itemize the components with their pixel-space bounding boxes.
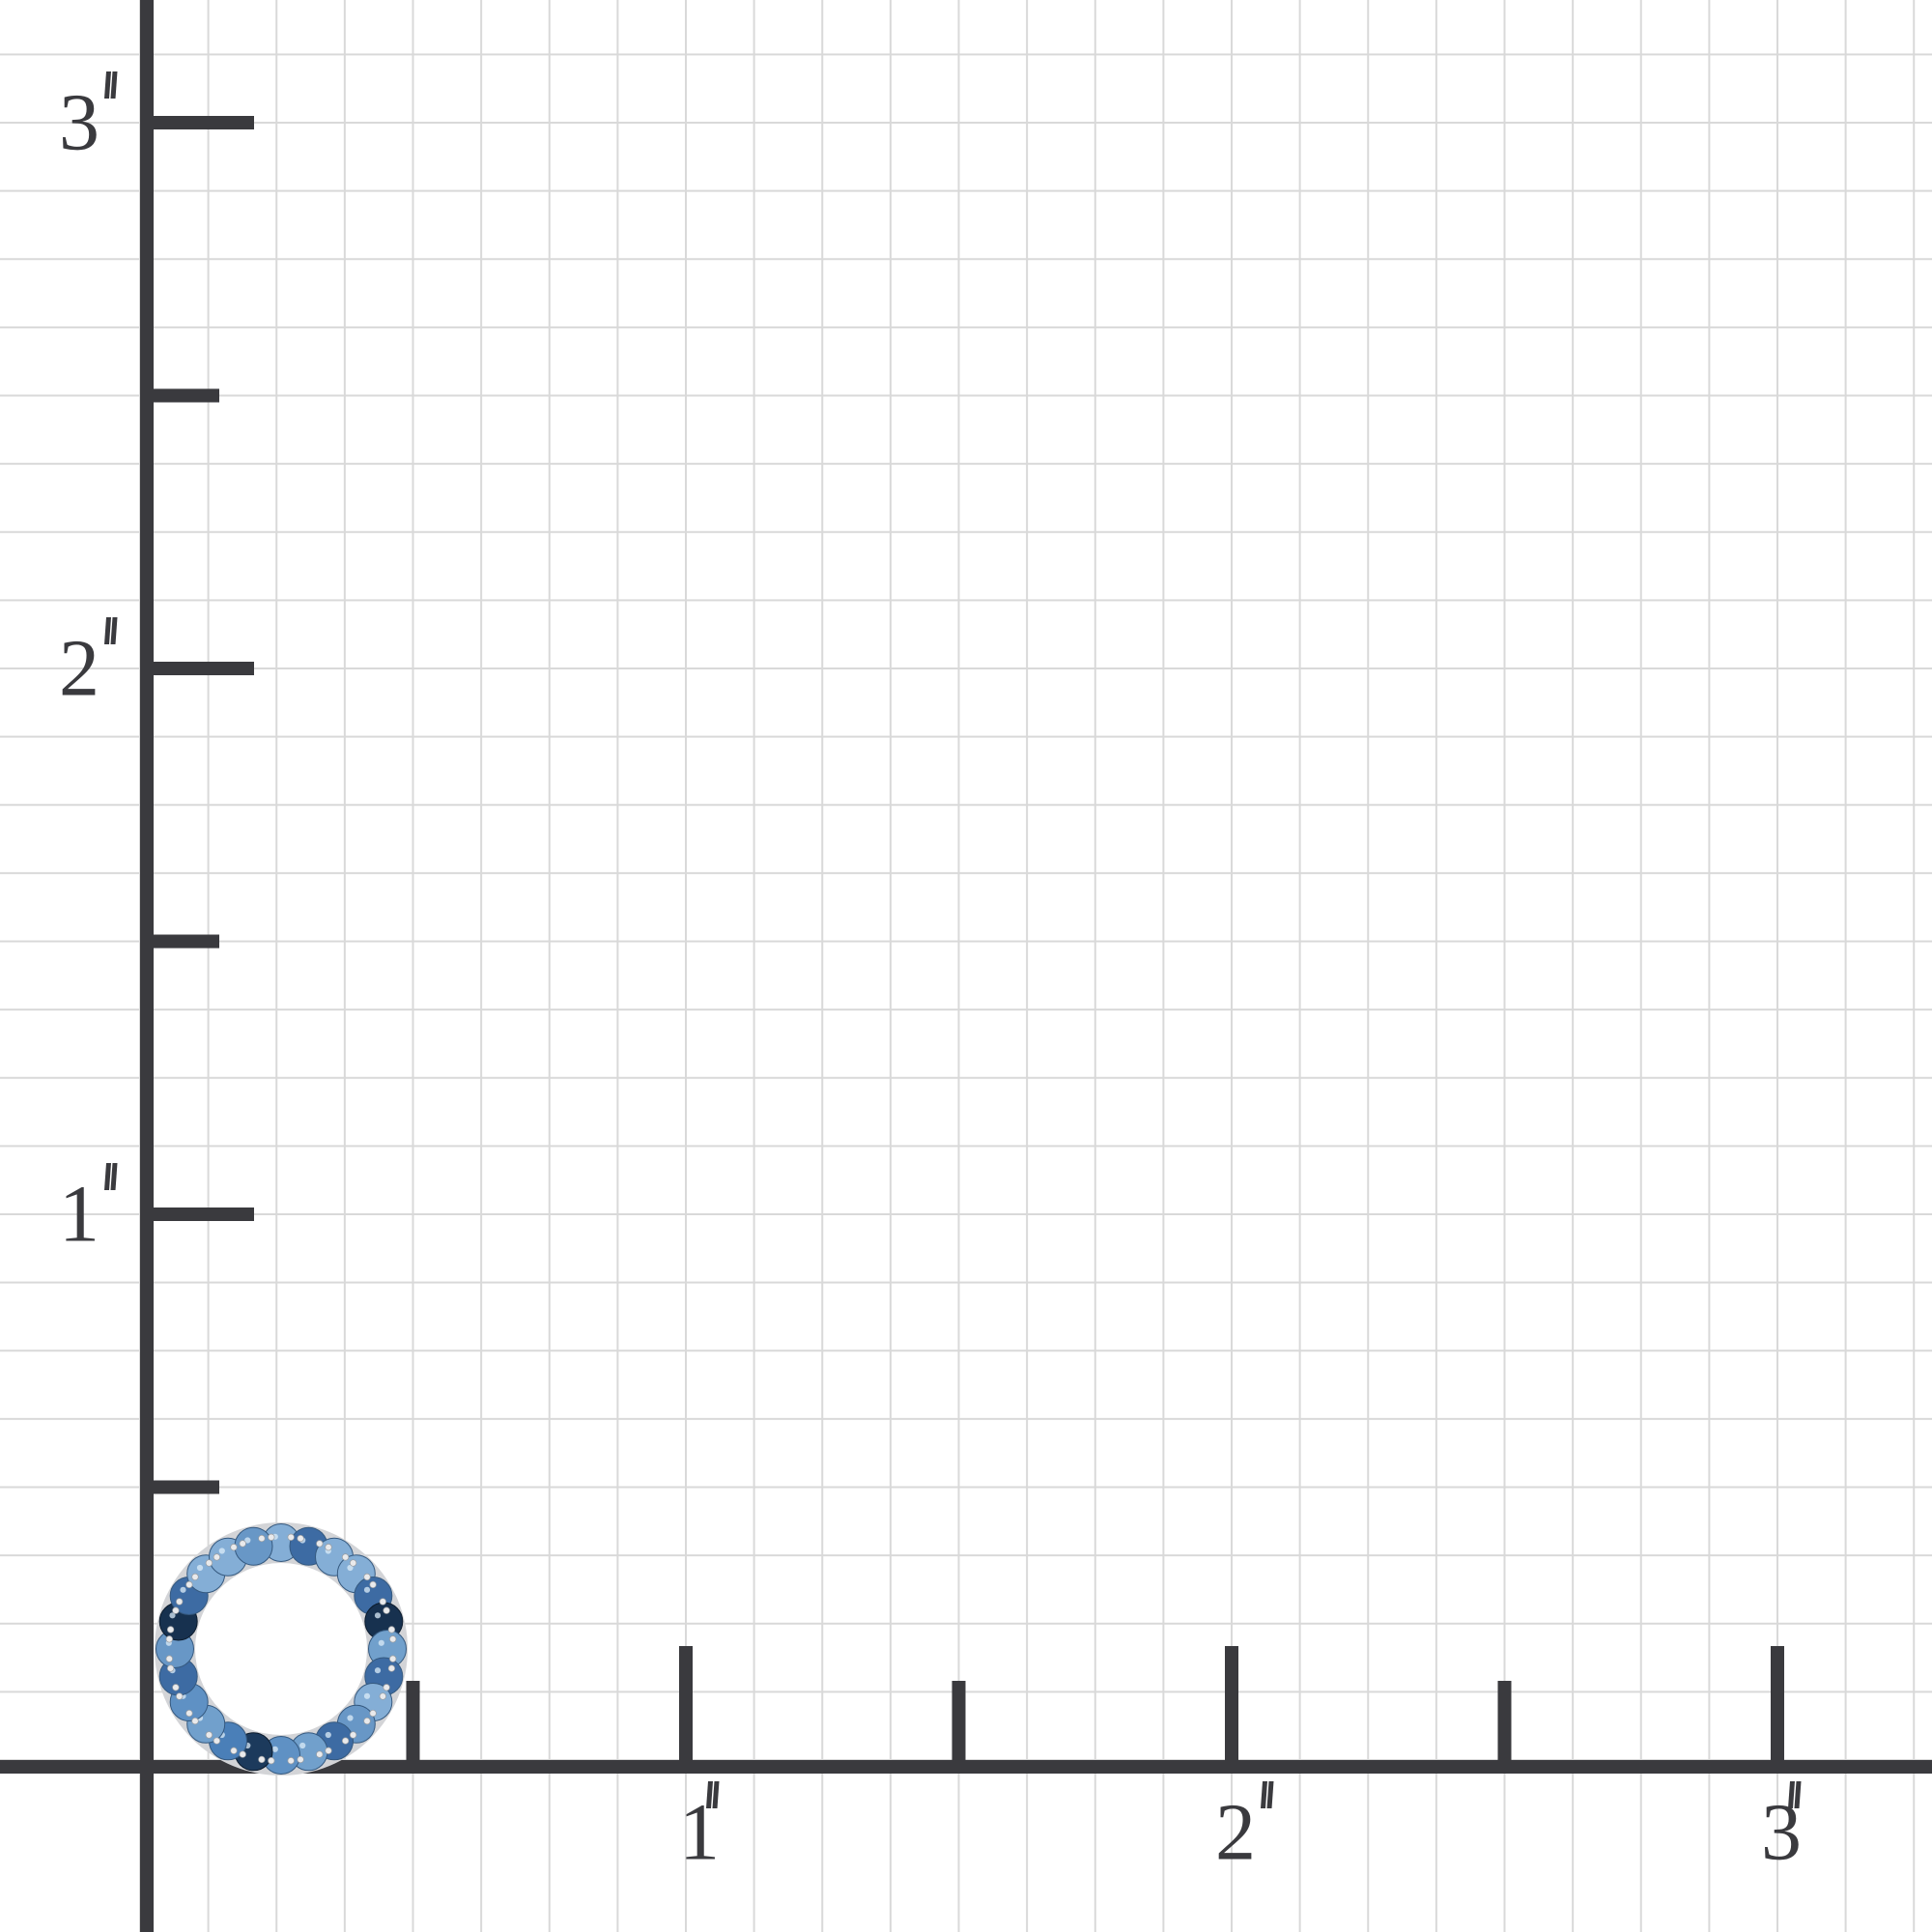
svg-text:3: 3 (59, 78, 99, 168)
svg-text:2: 2 (1215, 1788, 1256, 1878)
svg-text:1: 1 (59, 1170, 99, 1260)
svg-text:2: 2 (59, 624, 99, 714)
